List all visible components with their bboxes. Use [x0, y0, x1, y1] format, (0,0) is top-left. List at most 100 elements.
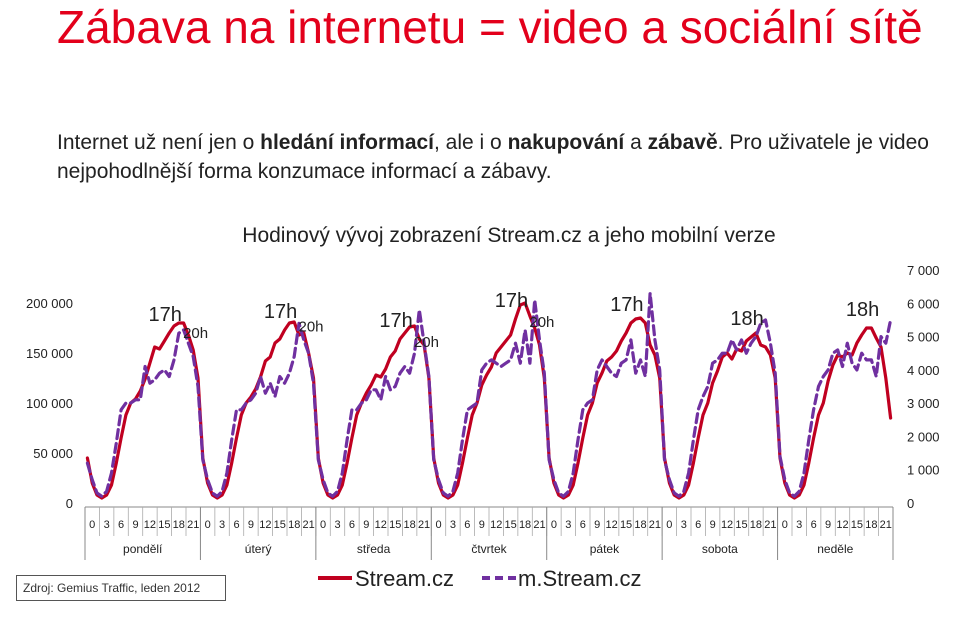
- x-hour-tick-label: 0: [666, 519, 672, 531]
- x-hour-tick-label: 3: [565, 519, 571, 531]
- x-hour-tick-label: 18: [173, 519, 185, 531]
- x-hour-tick-label: 21: [418, 519, 430, 531]
- x-hour-tick-label: 18: [404, 519, 416, 531]
- x-hour-tick-label: 9: [479, 519, 485, 531]
- series-line-stream: [85, 301, 893, 500]
- x-hour-tick-label: 3: [681, 519, 687, 531]
- x-hour-tick-label: 0: [782, 519, 788, 531]
- x-hour-tick-label: 6: [580, 519, 586, 531]
- subtitle-text-3: a: [624, 131, 648, 154]
- x-hour-tick-label: 12: [836, 519, 848, 531]
- x-hour-tick-label: 3: [104, 519, 110, 531]
- x-hour-tick-label: 12: [375, 519, 387, 531]
- peak-annotation-label: 18h: [730, 308, 763, 330]
- x-hour-tick-label: 3: [219, 519, 225, 531]
- y-left-tick-label: 150 000: [26, 346, 73, 361]
- x-day-label: neděle: [817, 542, 853, 556]
- x-hour-tick-label: 9: [594, 519, 600, 531]
- x-day-label: sobota: [702, 542, 738, 556]
- y-left-tick-label: 0: [66, 496, 73, 511]
- x-hour-tick-label: 21: [303, 519, 315, 531]
- peak-annotation-label: 17h: [610, 294, 643, 316]
- x-hour-tick-label: 21: [533, 519, 545, 531]
- y-right-tick-label: 4 000: [907, 363, 940, 378]
- x-hour-tick-label: 21: [187, 519, 199, 531]
- x-hour-tick-label: 21: [764, 519, 776, 531]
- slide-title: Zábava na internetu = video a sociální s…: [57, 1, 923, 53]
- x-hour-tick-label: 18: [288, 519, 300, 531]
- peak-annotation-label: 20h: [414, 334, 439, 351]
- x-hour-tick-label: 6: [349, 519, 355, 531]
- y-left-tick-label: 200 000: [26, 296, 73, 311]
- x-hour-tick-label: 15: [851, 519, 863, 531]
- x-hour-tick-label: 12: [606, 519, 618, 531]
- x-hour-tick-label: 12: [490, 519, 502, 531]
- subtitle-text-1: Internet už není jen o: [57, 131, 261, 154]
- subtitle-text-4: . Pro uživatele je video nejpohodlnější …: [57, 131, 929, 183]
- x-hour-tick-label: 0: [205, 519, 211, 531]
- peak-annotation-label: 17h: [264, 301, 297, 323]
- x-hour-tick-label: 15: [389, 519, 401, 531]
- slide-subtitle: Internet už není jen o hledání informací…: [57, 128, 937, 186]
- subtitle-bold-1: hledání informací: [260, 131, 435, 154]
- y-right-tick-label: 5 000: [907, 330, 940, 345]
- x-hour-tick-label: 21: [649, 519, 661, 531]
- x-hour-tick-label: 9: [825, 519, 831, 531]
- subtitle-bold-3: zábavě: [647, 131, 718, 154]
- x-hour-tick-label: 18: [519, 519, 531, 531]
- x-hour-tick-label: 18: [634, 519, 646, 531]
- x-hour-tick-label: 15: [735, 519, 747, 531]
- peak-annotation-label: 20h: [183, 325, 208, 342]
- y-right-tick-label: 2 000: [907, 429, 940, 444]
- x-hour-tick-label: 6: [695, 519, 701, 531]
- x-hour-tick-label: 15: [158, 519, 170, 531]
- y-left-tick-label: 100 000: [26, 396, 73, 411]
- peak-annotation-label: 20h: [529, 314, 554, 331]
- x-hour-tick-label: 9: [132, 519, 138, 531]
- x-hour-tick-label: 6: [233, 519, 239, 531]
- series-line-mstream: [85, 291, 893, 498]
- y-right-tick-label: 1 000: [907, 463, 940, 478]
- x-hour-tick-label: 3: [334, 519, 340, 531]
- x-hour-tick-label: 6: [464, 519, 470, 531]
- x-hour-tick-label: 18: [750, 519, 762, 531]
- x-hour-tick-label: 6: [811, 519, 817, 531]
- y-right-tick-label: 6 000: [907, 296, 940, 311]
- peak-annotation-label: 17h: [148, 304, 181, 326]
- legend-label-mstream: m.Stream.cz: [518, 566, 641, 591]
- peak-annotation-label: 17h: [495, 290, 528, 312]
- x-hour-tick-label: 6: [118, 519, 124, 531]
- subtitle-text-2: , ale i o: [434, 131, 508, 154]
- y-right-tick-label: 7 000: [907, 263, 940, 278]
- y-right-tick-label: 0: [907, 496, 914, 511]
- x-day-label: pátek: [590, 542, 620, 556]
- peak-annotation-label: 17h: [379, 310, 412, 332]
- y-right-tick-label: 3 000: [907, 396, 940, 411]
- subtitle-bold-2: nakupování: [507, 131, 625, 154]
- chart-title: Hodinový vývoj zobrazení Stream.cz a jeh…: [242, 224, 775, 247]
- x-hour-tick-label: 15: [620, 519, 632, 531]
- x-hour-tick-label: 3: [450, 519, 456, 531]
- x-day-label: pondělí: [123, 542, 163, 556]
- x-hour-tick-label: 0: [320, 519, 326, 531]
- x-hour-tick-label: 21: [880, 519, 892, 531]
- x-hour-tick-label: 12: [144, 519, 156, 531]
- x-day-label: úterý: [245, 542, 272, 556]
- x-hour-tick-label: 0: [89, 519, 95, 531]
- x-hour-tick-label: 12: [721, 519, 733, 531]
- peak-annotation-label: 18h: [846, 299, 879, 321]
- peak-annotation-label: 20h: [299, 318, 324, 335]
- legend-label-stream: Stream.cz: [355, 566, 454, 591]
- x-hour-tick-label: 12: [259, 519, 271, 531]
- x-hour-tick-label: 15: [505, 519, 517, 531]
- x-hour-tick-label: 9: [248, 519, 254, 531]
- y-left-tick-label: 50 000: [33, 446, 73, 461]
- x-hour-tick-label: 3: [796, 519, 802, 531]
- x-hour-tick-label: 18: [865, 519, 877, 531]
- source-note: Zdroj: Gemius Traffic, leden 2012: [16, 575, 226, 601]
- x-hour-tick-label: 9: [710, 519, 716, 531]
- x-hour-tick-label: 0: [551, 519, 557, 531]
- x-hour-tick-label: 15: [274, 519, 286, 531]
- x-day-label: středa: [357, 542, 391, 556]
